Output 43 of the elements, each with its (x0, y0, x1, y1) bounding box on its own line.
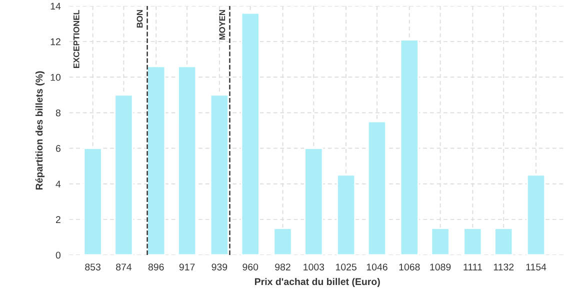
bar (178, 66, 197, 255)
x-tick-label: 874 (116, 264, 132, 270)
y-tick-label: 8 (56, 109, 60, 116)
x-tick-label: 1154 (526, 264, 546, 270)
x-tick-label: 1132 (494, 264, 514, 270)
x-tick-label: 1003 (304, 264, 324, 270)
bar (304, 148, 324, 255)
y-tick-label: 12 (50, 38, 60, 46)
ref-line-label: MOYEN (219, 10, 226, 40)
y-axis-title: Répartition des billets (%) (35, 71, 45, 190)
bar (367, 120, 387, 255)
bar (430, 228, 450, 255)
x-tick-label: 1068 (399, 264, 420, 270)
y-tick-label: 14 (50, 2, 61, 10)
x-tick-label: 982 (275, 264, 290, 270)
annotation: EXCEPTIONEL (73, 10, 80, 68)
bar (83, 148, 102, 255)
bar (146, 66, 166, 255)
bar (336, 174, 356, 255)
bar (273, 228, 292, 255)
x-tick-label: 896 (148, 264, 164, 270)
x-tick-label: 1111 (464, 264, 482, 270)
x-tick-label: 917 (179, 264, 195, 270)
x-tick-label: 1089 (430, 264, 451, 270)
x-axis-title: Prix d'achat du billet (Euro) (254, 278, 380, 288)
bar (494, 228, 514, 255)
y-tick-label: 10 (50, 74, 61, 81)
x-tick-label: 939 (212, 264, 228, 270)
ref-line-label: BON (136, 10, 143, 28)
x-tick-label: 960 (242, 264, 258, 270)
bar (210, 94, 229, 255)
y-tick-label: 6 (56, 145, 60, 152)
x-tick-label: 1025 (336, 264, 356, 270)
x-tick-label: 853 (85, 264, 100, 270)
bar (463, 228, 482, 255)
y-tick-label: 4 (56, 180, 61, 188)
bar (240, 12, 260, 255)
x-tick-label: 1046 (366, 264, 388, 270)
bar (114, 94, 134, 255)
bar (400, 39, 419, 255)
y-tick-label: 2 (56, 216, 60, 223)
bar (526, 174, 546, 255)
y-tick-label: 0 (56, 252, 61, 259)
